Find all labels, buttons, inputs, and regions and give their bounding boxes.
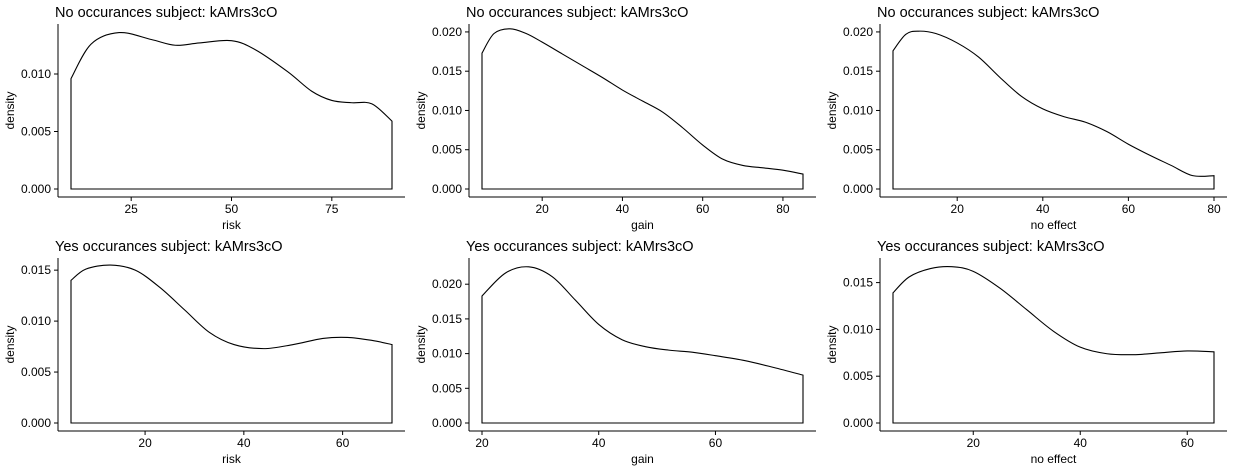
y-tick-label: 0.015 [843,64,873,78]
y-tick-label: 0.005 [21,125,51,139]
y-tick-label: 0.015 [432,64,462,78]
density-curve [70,32,393,190]
x-tick-label: 40 [237,436,251,450]
y-tick-label: 0.005 [21,365,51,379]
y-tick-label: 0.015 [843,276,873,290]
y-tick-label: 0.010 [432,347,462,361]
density-chart: Yes occurances subject: kAMrs3cO 0.000 0.0… [414,239,816,466]
panel-title: No occurances subject: kAMrs3cO [466,5,688,21]
y-tick-label: 0.010 [843,103,873,117]
density-chart: No occurances subject: kAMrs3cO 0.000 0.00… [825,5,1227,232]
x-tick-label: 40 [616,202,630,216]
y-tick-label: 0.000 [432,182,462,196]
x-tick-label: 60 [709,436,723,450]
panel-title: Yes occurances subject: kAMrs3cO [877,239,1105,255]
y-tick-label: 0.000 [21,416,51,430]
y-axis-label: density [825,325,839,363]
y-tick-label: 0.020 [843,25,873,39]
y-tick-label: 0.010 [21,67,51,81]
y-tick-label: 0.020 [432,25,462,39]
x-tick-label: 50 [225,202,239,216]
density-chart: No occurances subject: kAMrs3cO 0.000 0.00… [414,5,816,232]
x-tick-label: 60 [336,436,350,450]
x-tick-label: 20 [475,436,489,450]
density-panel: No occurances subject: kAMrs3cO 0.000 0.00… [411,0,822,234]
y-tick-label: 0.005 [432,381,462,395]
density-curve [481,266,804,424]
y-tick-label: 0.000 [843,182,873,196]
x-tick-label: 25 [125,202,139,216]
x-axis-label: gain [631,218,654,232]
y-tick-label: 0.020 [432,277,462,291]
density-panel: Yes occurances subject: kAMrs3cO 0.000 0.0… [822,234,1233,468]
y-tick-label: 0.015 [432,312,462,326]
density-chart: No occurances subject: kAMrs3cO 0.000 0.00… [3,5,405,232]
y-tick-label: 0.010 [432,103,462,117]
density-curve [481,28,804,190]
density-panel: No occurances subject: kAMrs3cO 0.000 0.00… [822,0,1233,234]
x-tick-label: 20 [951,202,965,216]
y-axis-label: density [3,91,17,129]
x-axis-label: no effect [1031,452,1077,466]
y-axis-label: density [414,325,428,363]
x-axis-label: risk [222,452,242,466]
y-tick-label: 0.000 [432,416,462,430]
density-curve [70,264,393,424]
x-tick-label: 80 [1207,202,1221,216]
density-curve [892,30,1215,190]
x-tick-label: 40 [1036,202,1050,216]
x-tick-label: 60 [1122,202,1136,216]
y-tick-label: 0.010 [21,314,51,328]
density-panel: Yes occurances subject: kAMrs3cO 0.000 0.0… [411,234,822,468]
y-tick-label: 0.005 [843,143,873,157]
panel-title: Yes occurances subject: kAMrs3cO [55,239,283,255]
y-axis-label: density [414,91,428,129]
x-tick-label: 80 [776,202,790,216]
y-tick-label: 0.015 [21,263,51,277]
x-tick-label: 20 [967,436,981,450]
density-panel: No occurances subject: kAMrs3cO 0.000 0.00… [0,0,411,234]
x-axis-label: gain [631,452,654,466]
panel-title: No occurances subject: kAMrs3cO [877,5,1099,21]
density-curve [892,265,1215,424]
panel-title: Yes occurances subject: kAMrs3cO [466,239,694,255]
density-panel: Yes occurances subject: kAMrs3cO 0.000 0.0… [0,234,411,468]
x-tick-label: 20 [138,436,152,450]
y-axis-label: density [825,91,839,129]
x-axis-label: no effect [1031,218,1077,232]
panel-title: No occurances subject: kAMrs3cO [55,5,277,21]
density-chart: Yes occurances subject: kAMrs3cO 0.000 0.0… [825,239,1227,466]
y-axis-label: density [3,325,17,363]
x-tick-label: 40 [592,436,606,450]
y-tick-label: 0.010 [843,322,873,336]
y-tick-label: 0.005 [843,369,873,383]
x-axis-label: risk [222,218,242,232]
x-tick-label: 20 [536,202,550,216]
x-tick-label: 60 [696,202,710,216]
y-tick-label: 0.000 [843,416,873,430]
x-tick-label: 60 [1181,436,1195,450]
y-tick-label: 0.000 [21,182,51,196]
density-chart: Yes occurances subject: kAMrs3cO 0.000 0.0… [3,239,405,466]
x-tick-label: 75 [325,202,339,216]
y-tick-label: 0.005 [432,143,462,157]
x-tick-label: 40 [1074,436,1088,450]
